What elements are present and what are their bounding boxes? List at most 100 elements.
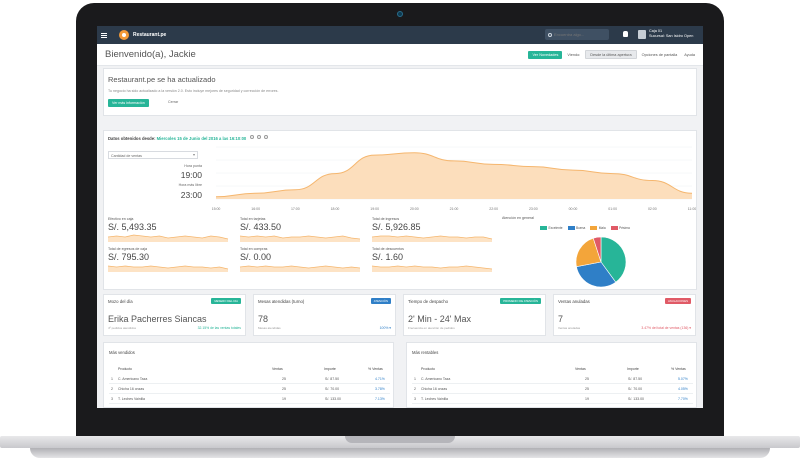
best-sellers-table: Más vendidos Producto Ventas Importe % V… (103, 342, 394, 408)
card-title: Ventas anuladas (558, 299, 590, 304)
sparklines (107, 234, 493, 272)
metric-card: Total de ingresos S/. 5,926.85 (372, 217, 500, 232)
pie-slice-buena[interactable] (576, 261, 617, 288)
free-hour-label: Hora más libre (178, 183, 202, 187)
stats-panel: Datos obtenidos desde: Miercoles 15 de J… (103, 130, 697, 290)
table-row[interactable]: 3 T. Leches Vainilla 19 S/. 133.00 7.70% (412, 394, 693, 404)
sparkline-area (240, 266, 360, 272)
update-text: Tu negocio ha sido actualizado a la vers… (108, 89, 279, 93)
table-row[interactable]: 1 C. Americano Taza 25 S/. 87.50 4.71% (109, 374, 390, 384)
attention-pie-chart (575, 236, 627, 288)
x-tick-label: 01:00 (608, 207, 617, 211)
metric-label: Total de descuentos (372, 247, 404, 251)
metric-value: S/. 5,926.85 (372, 222, 421, 232)
table-row[interactable]: 1 C. Americano Taza 25 S/. 87.50 5.07% (412, 374, 693, 384)
search-box[interactable] (545, 29, 609, 40)
notification-bell-icon[interactable] (623, 31, 628, 37)
column-header: Importe (324, 367, 336, 371)
table-title: Más vendidos (109, 350, 135, 355)
pie-slice-mala[interactable] (575, 237, 602, 268)
screen: Restaurant.pe Caja 01 Sucursal: San Isid… (97, 26, 703, 408)
sales-area-chart: 15:00 16:00 17:00 18:00 19:00 20:00 21:00 22:00… (212, 146, 696, 211)
x-tick-label: 00:00 (569, 207, 578, 211)
metric-select[interactable]: Cantidad de ventas (108, 151, 198, 159)
card-subtext: 4º pedidos atendidos (108, 326, 136, 330)
card-subtext: Ventas anuladas (558, 326, 581, 330)
card-value: Erika Pacherres Siancas (108, 314, 207, 324)
metric-label: Total de egresos de caja (108, 247, 147, 251)
x-tick-label: 21:00 (450, 207, 459, 211)
x-tick-label: 19:00 (370, 207, 379, 211)
legend-item: Pésima (610, 226, 630, 230)
user-menu[interactable]: Caja 01 Sucursal: San Isidro Open (649, 29, 693, 39)
free-hour-value: 23:00 (180, 190, 202, 200)
settings-icon[interactable] (257, 135, 261, 139)
screen-options-link[interactable]: Opciones de pantalla (641, 52, 678, 57)
pie-legend: Excelente Buena Mala Pésima (540, 226, 630, 230)
page-title: Bienvenido(a), Jackie (105, 49, 196, 60)
close-update-button[interactable]: Cerrar (168, 100, 179, 104)
sparkline-area (372, 266, 492, 272)
news-button[interactable]: Ver Novedades (528, 50, 563, 59)
user-branch: Sucursal: San Isidro Open (649, 34, 694, 38)
stats-heading-label: Datos obtenidos desde: (108, 136, 157, 141)
card-tables: Mesas atendidas (turno) ATENCIÓN 78 Mesa… (253, 294, 396, 336)
x-tick-label: 22:00 (489, 207, 498, 211)
legend-item: Buena (567, 226, 585, 230)
more-info-button[interactable]: Ver más información (108, 99, 149, 107)
update-panel: Restaurant.pe se ha actualizado Tu negoc… (103, 68, 697, 116)
restaurant-logo[interactable] (119, 30, 129, 40)
metric-label: Total en tarjetas (240, 217, 266, 221)
table-row[interactable]: 2 Chicha 16 onzas 25 S/. 70.00 3.78% (109, 384, 390, 394)
sparkline-area (108, 266, 228, 272)
pie-slice-excelente[interactable] (600, 236, 627, 283)
card-value: 2' Min - 24' Max (408, 314, 471, 324)
card-value: 7 (558, 314, 564, 324)
sparkline (239, 265, 361, 269)
table-title: Más rentables (412, 350, 439, 355)
user-avatar[interactable] (638, 30, 646, 39)
x-tick-label: 02:00 (648, 207, 657, 211)
topbar: Restaurant.pe Caja 01 Sucursal: San Isid… (97, 26, 703, 44)
metric-label: Total en compras (240, 247, 268, 251)
metric-card: Efectivo en caja S/. 5,493.35 (108, 217, 236, 232)
x-tick-label: 20:00 (410, 207, 419, 211)
user-register: Caja 01 (649, 29, 663, 33)
stats-controls (250, 135, 268, 139)
since-last-open-button[interactable]: Desde la última apertura (585, 50, 637, 59)
sparkline (371, 265, 493, 270)
card-dispatch: Tiempo de despacho PROMEDIO DE ATENCIÓN … (403, 294, 546, 336)
metric-value: S/. 5,493.35 (108, 222, 157, 232)
metric-value: S/. 1.60 (372, 252, 404, 262)
base-notch (345, 436, 455, 443)
viewing-label: Viendo: (567, 52, 581, 57)
card-percent: 3.47% del total de ventas (136) ▾ (641, 326, 691, 330)
peak-hour-value: 19:00 (180, 170, 202, 180)
peak-hour-label: Hora punta (184, 164, 202, 168)
search-input[interactable] (554, 32, 604, 37)
hamburger-menu-icon[interactable] (101, 32, 111, 38)
table-row[interactable]: 3 T. Leches Vainilla 19 S/. 133.00 7.13% (109, 394, 390, 404)
sparkline (107, 265, 229, 270)
column-header: Producto (118, 367, 133, 371)
webcam-icon (397, 11, 403, 17)
brand-name[interactable]: Restaurant.pe (133, 32, 167, 38)
x-tick-label: 23:00 (529, 207, 538, 211)
legend-item: Excelente (540, 226, 563, 230)
search-icon (548, 32, 552, 37)
sales-area (216, 152, 692, 199)
refresh-icon[interactable] (250, 135, 254, 139)
sales-line (215, 152, 693, 198)
card-title: Mesas atendidas (turno) (258, 299, 305, 304)
column-header: % Ventas (671, 367, 686, 371)
table-row[interactable]: 2 Chicha 16 onzas 25 S/. 70.00 4.05% (412, 384, 693, 394)
stats-heading: Datos obtenidos desde: Miercoles 15 de J… (108, 136, 246, 141)
metric-value: S/. 433.50 (240, 222, 282, 232)
expand-icon[interactable] (264, 135, 268, 139)
sparkline (107, 234, 229, 240)
card-badge: PROMEDIO DE ATENCIÓN (500, 298, 541, 304)
card-badge: MESERO DEL DIA (211, 298, 241, 304)
pie-slice-pésima[interactable] (592, 236, 602, 263)
help-link[interactable]: Ayuda (684, 52, 695, 57)
card-badge: ANULACIONES (664, 298, 691, 304)
